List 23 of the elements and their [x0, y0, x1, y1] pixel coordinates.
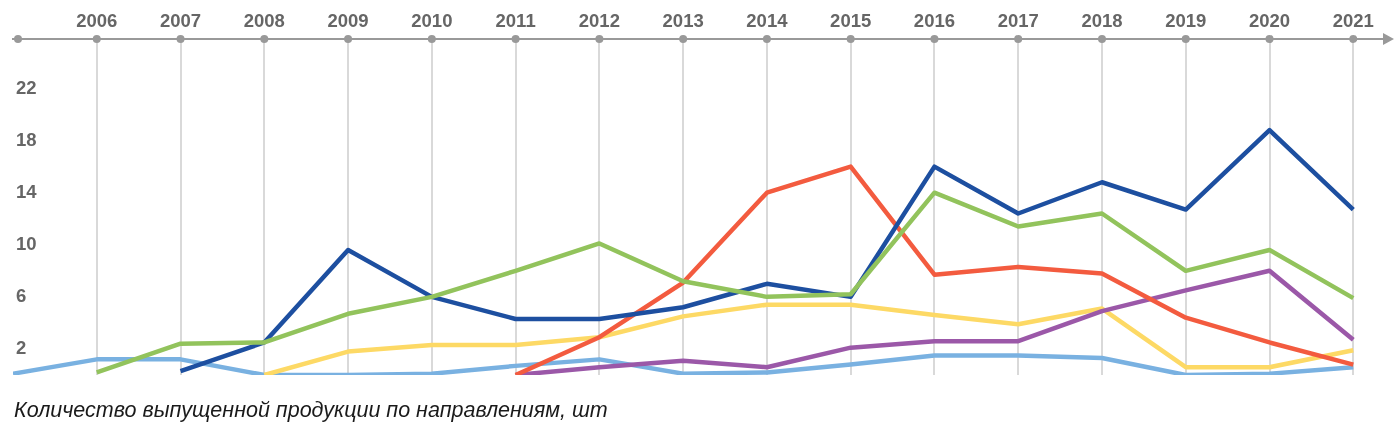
x-tick-label: 2014	[746, 9, 789, 31]
y-tick-label: 2	[16, 337, 27, 359]
x-tick-label: 2006	[76, 9, 118, 31]
text: Количество выпущенной продукции по направлениям, шт	[13, 398, 609, 423]
x-tick-label: 2020	[1248, 9, 1291, 31]
y-tick-label: 18	[16, 128, 37, 150]
x-tick-label: 2010	[411, 9, 453, 31]
x-tick-label: 2012	[578, 9, 620, 31]
x-tick-label: 2007	[159, 9, 202, 31]
x-tick-label: 2021	[1332, 9, 1374, 31]
y-tick-label: 10	[16, 232, 37, 254]
x-tick-label: 2015	[830, 9, 872, 31]
x-tick-label: 2008	[243, 9, 285, 31]
x-tick-label: 2019	[1165, 9, 1207, 31]
y-tick-label: 14	[16, 180, 38, 202]
y-tick-label: 22	[16, 76, 37, 98]
x-tick-label: 2013	[662, 9, 704, 31]
x-tick-label: 2011	[495, 9, 536, 31]
x-tick-label: 2018	[1081, 9, 1123, 31]
y-tick-label: 6	[16, 284, 27, 306]
x-tick-label: 2009	[327, 9, 369, 31]
x-tick-label: 2016	[913, 9, 956, 31]
x-tick-label: 2017	[997, 9, 1039, 31]
